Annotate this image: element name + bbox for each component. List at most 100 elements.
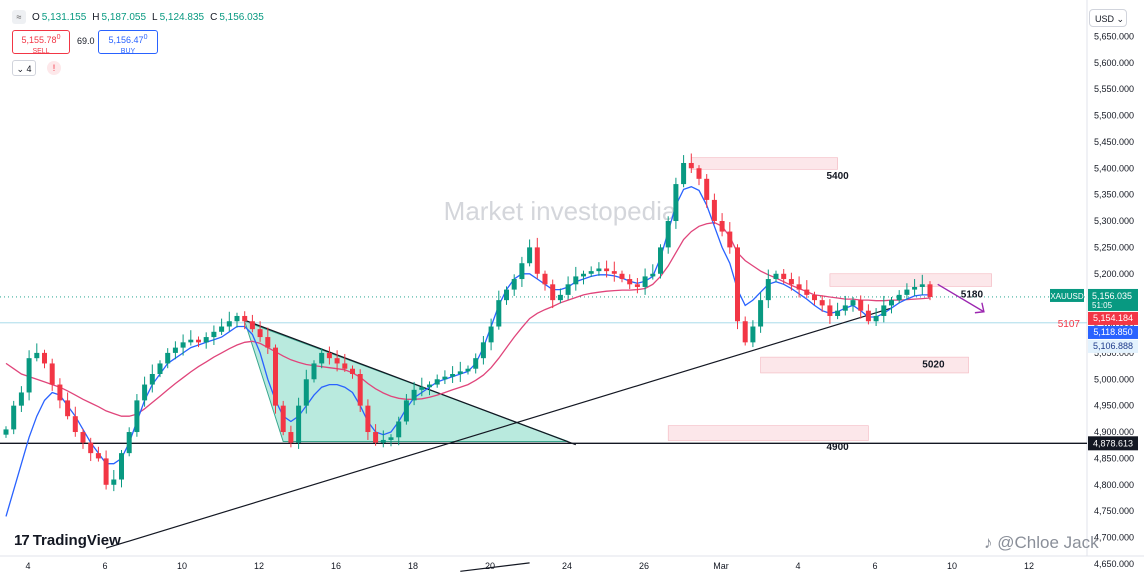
candle-body bbox=[604, 268, 610, 272]
candle-body bbox=[573, 276, 579, 285]
candle-body bbox=[419, 387, 425, 390]
candle-body bbox=[88, 442, 94, 454]
candle-body bbox=[11, 405, 17, 430]
candle-body bbox=[134, 400, 140, 433]
wave-icon[interactable]: ≈ bbox=[12, 10, 26, 24]
indicator-price-tag bbox=[1088, 325, 1138, 339]
candle-body bbox=[442, 376, 448, 380]
candle-body bbox=[557, 294, 563, 301]
candle-body bbox=[865, 310, 871, 322]
candle-body bbox=[34, 352, 40, 359]
candle-body bbox=[142, 384, 148, 401]
y-tick-label: 4,650.000 bbox=[1094, 559, 1134, 569]
candle-body bbox=[49, 363, 55, 385]
candle-body bbox=[519, 263, 525, 280]
candle-body bbox=[296, 405, 302, 443]
currency-select[interactable]: USD ⌄ bbox=[1089, 9, 1127, 27]
y-tick-label: 5,600.000 bbox=[1094, 58, 1134, 68]
sell-price-sup: 0 bbox=[56, 34, 61, 41]
candle-body bbox=[473, 358, 479, 369]
candle-body bbox=[927, 284, 933, 297]
zone-label: 5180 bbox=[961, 290, 984, 301]
candle-body bbox=[342, 363, 348, 369]
candle-body bbox=[504, 289, 509, 301]
x-tick-label: 4 bbox=[25, 561, 30, 571]
projection-arrowhead bbox=[974, 302, 985, 314]
candle-body bbox=[273, 347, 278, 406]
candle-body bbox=[550, 284, 556, 301]
candle-body bbox=[57, 384, 63, 401]
candle-body bbox=[658, 247, 663, 274]
indicator-toggle[interactable]: ⌄ 4 bbox=[12, 60, 36, 76]
candle-body bbox=[912, 286, 918, 290]
y-tick-label: 5,550.000 bbox=[1094, 84, 1134, 94]
candle-body bbox=[496, 300, 502, 327]
candle-body bbox=[157, 363, 163, 374]
candle-body bbox=[688, 162, 694, 169]
buy-price: 5,156.47 bbox=[108, 35, 144, 45]
open-value: 5,131.155 bbox=[41, 11, 87, 23]
trend-line bbox=[244, 319, 577, 446]
candle-body bbox=[881, 305, 887, 316]
y-tick-label: 5,200.000 bbox=[1094, 269, 1134, 279]
candle-body bbox=[149, 374, 155, 385]
y-tick-label: 5,400.000 bbox=[1094, 163, 1134, 173]
candle-body bbox=[773, 273, 779, 280]
buy-button[interactable]: 5,156.470 BUY bbox=[98, 30, 158, 55]
zone-label: 5400 bbox=[826, 171, 849, 182]
alert-icon[interactable]: ! bbox=[47, 61, 61, 75]
y-tick-label: 5,350.000 bbox=[1094, 190, 1134, 200]
trend-line bbox=[460, 562, 530, 572]
tradingview-wordmark: TradingView bbox=[32, 532, 121, 549]
x-tick-label: 24 bbox=[562, 561, 572, 571]
indicator-price-tag bbox=[1088, 311, 1138, 325]
candle-body bbox=[388, 437, 394, 440]
sell-button[interactable]: 5,155.780 SELL bbox=[12, 30, 70, 55]
symbol-tag-text: XAUUSD bbox=[1050, 292, 1084, 301]
spread-value: 69.0 bbox=[77, 36, 95, 46]
candle-body bbox=[534, 247, 540, 274]
candle-body bbox=[704, 178, 710, 200]
trend-line bbox=[105, 307, 892, 549]
candle-body bbox=[188, 339, 194, 343]
candle-body bbox=[727, 231, 733, 248]
candle-body bbox=[350, 368, 355, 374]
candle-body bbox=[226, 321, 232, 327]
candle-body bbox=[889, 300, 894, 306]
buy-label: BUY bbox=[120, 48, 136, 55]
low-label: L bbox=[152, 11, 158, 23]
candle-body bbox=[650, 273, 656, 277]
candle-body bbox=[411, 389, 417, 401]
candle-body bbox=[334, 358, 340, 364]
y-tick-label: 4,700.000 bbox=[1094, 533, 1134, 543]
buy-price-sup: 0 bbox=[143, 34, 148, 41]
candle-body bbox=[373, 432, 379, 443]
candle-body bbox=[542, 273, 548, 285]
level-label: 5107 bbox=[1058, 319, 1081, 330]
candle-body bbox=[172, 347, 178, 353]
symbol-tag bbox=[1050, 288, 1084, 302]
y-tick-label: 4,800.000 bbox=[1094, 480, 1134, 490]
candle-body bbox=[796, 284, 802, 290]
tradingview-mark-icon: 17 bbox=[14, 532, 30, 549]
low-value: 5,124.835 bbox=[159, 11, 205, 23]
tradingview-logo: 17 TradingView bbox=[14, 532, 121, 549]
indicator-price-text: 5,154.184 bbox=[1093, 313, 1133, 323]
candle-body bbox=[365, 405, 371, 433]
author-prefix: @ bbox=[997, 533, 1015, 552]
candle-body bbox=[480, 342, 486, 359]
watermark: Market investopedia bbox=[444, 196, 677, 226]
candle-body bbox=[627, 279, 633, 285]
candle-body bbox=[812, 294, 817, 301]
candle-body bbox=[280, 405, 286, 433]
y-tick-label: 5,250.000 bbox=[1094, 242, 1134, 252]
candle-body bbox=[311, 363, 317, 380]
candle-body bbox=[750, 326, 756, 343]
candle-body bbox=[242, 315, 248, 322]
candle-body bbox=[396, 421, 402, 438]
candle-body bbox=[850, 300, 856, 306]
x-tick-label: 16 bbox=[331, 561, 341, 571]
candle-body bbox=[642, 276, 648, 287]
